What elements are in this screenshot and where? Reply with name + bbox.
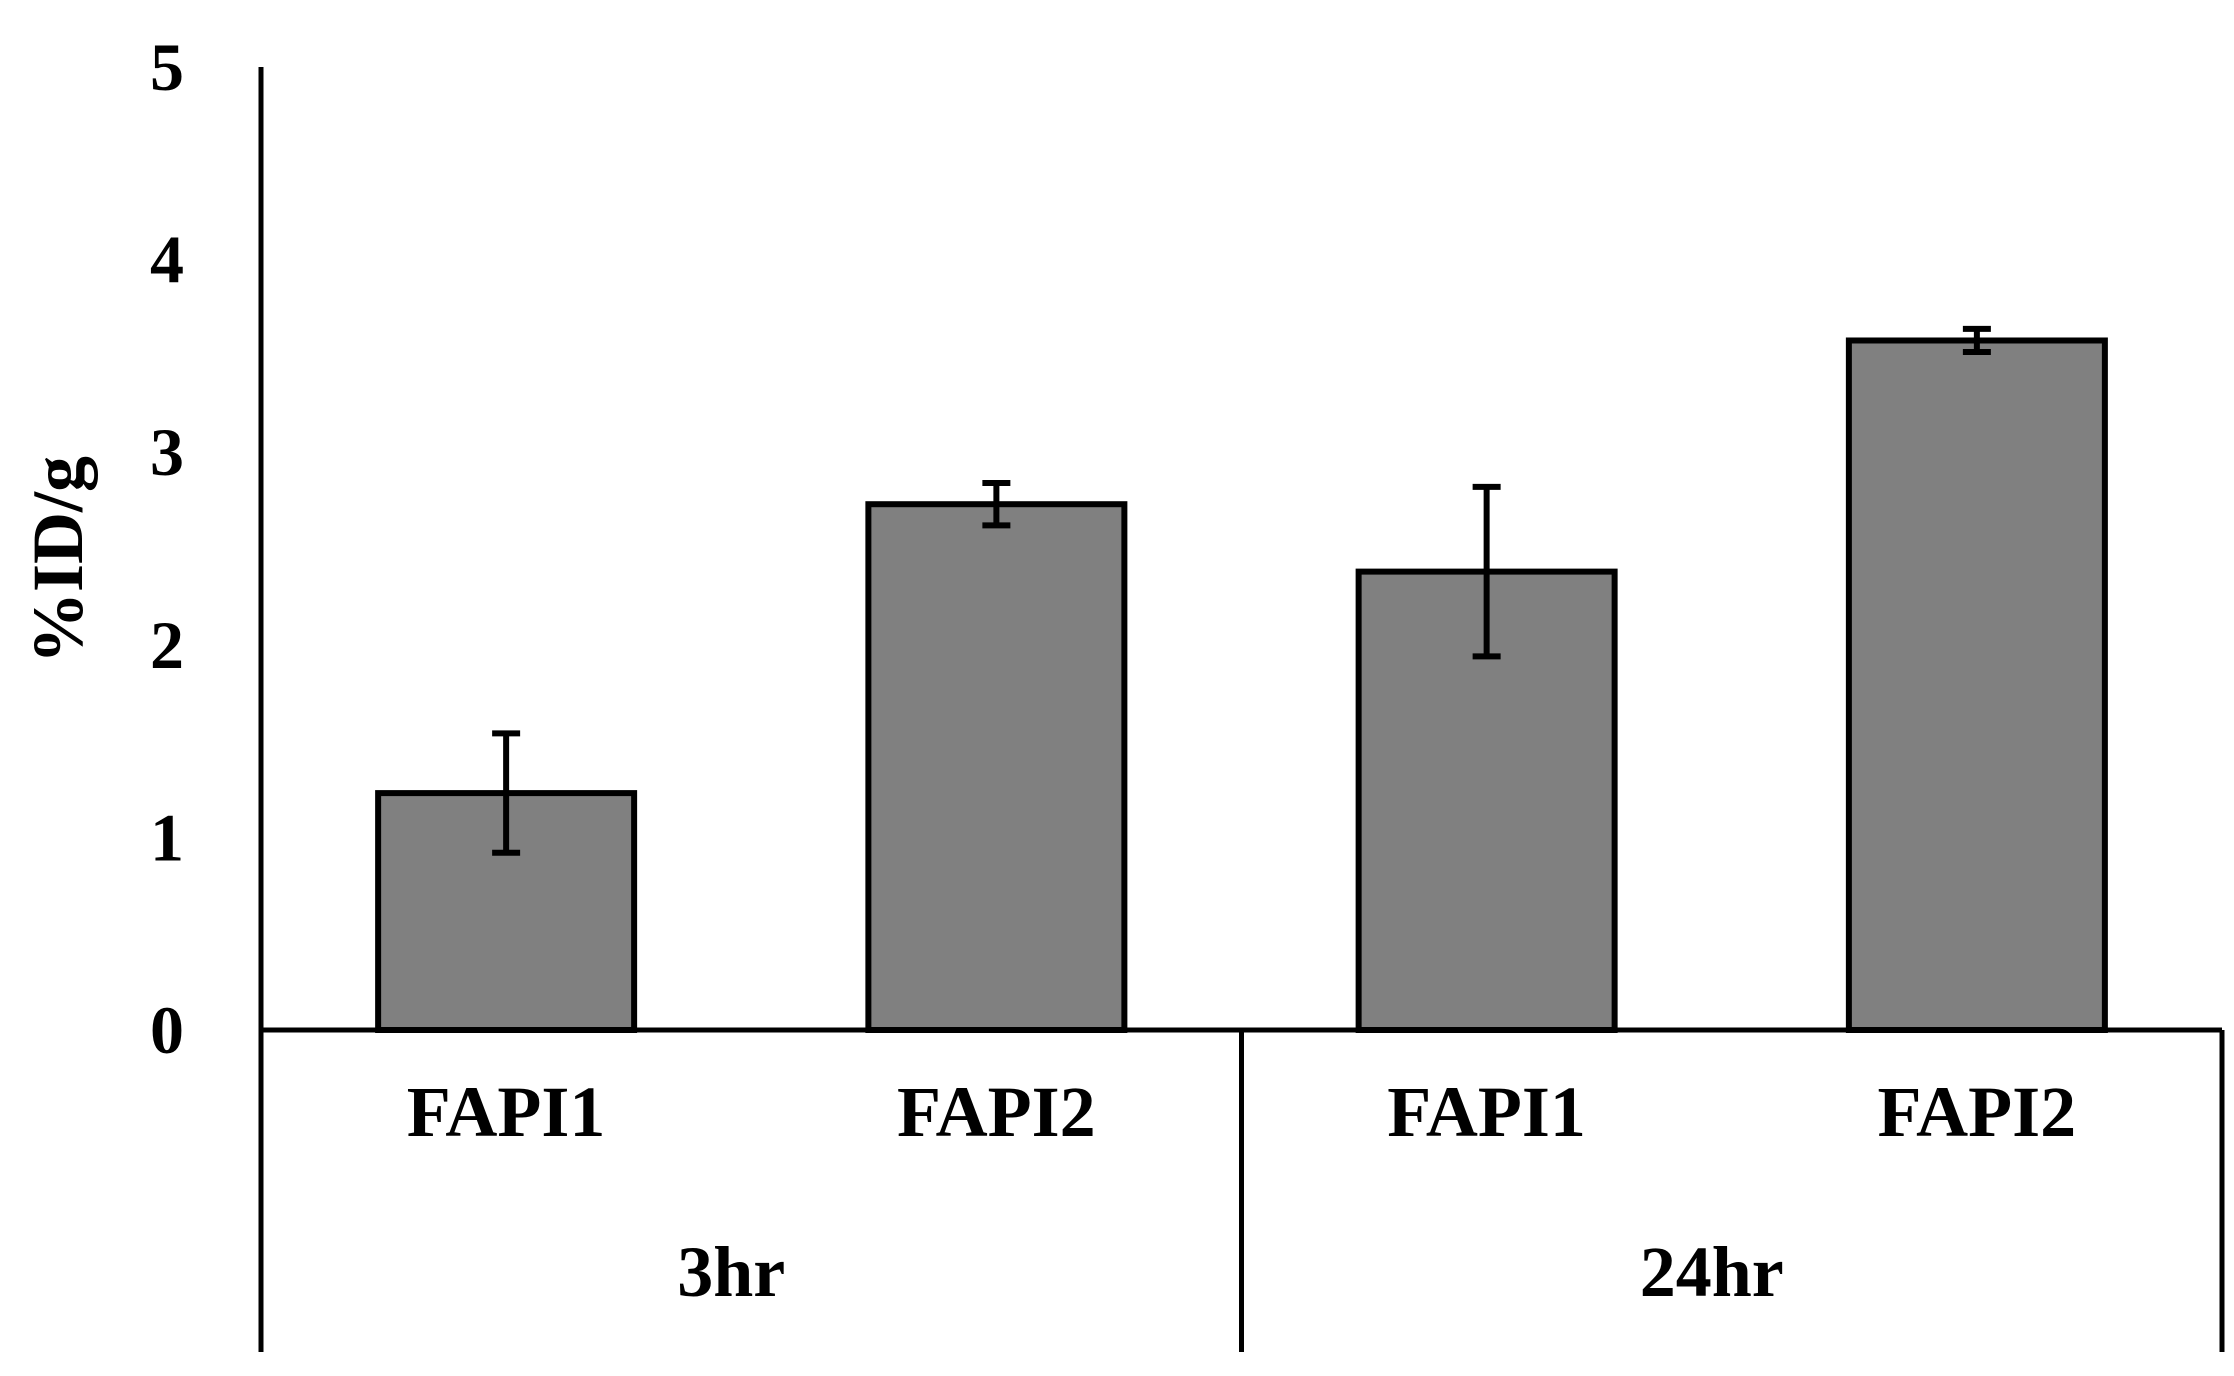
- category-label: FAPI2: [1878, 1072, 2077, 1152]
- y-tick-label: 2: [150, 607, 184, 683]
- y-tick-label: 0: [150, 992, 184, 1068]
- y-tick-label: 1: [150, 799, 184, 875]
- bar: [1845, 337, 2108, 1033]
- y-tick-label: 5: [150, 29, 184, 105]
- group-label: 3hr: [677, 1232, 785, 1312]
- category-label: FAPI2: [897, 1072, 1096, 1152]
- group-label: 24hr: [1640, 1232, 1784, 1312]
- category-label: FAPI1: [407, 1072, 606, 1152]
- bar: [865, 501, 1128, 1033]
- category-label: FAPI1: [1387, 1072, 1586, 1152]
- y-axis-title: %ID/g: [18, 456, 98, 664]
- y-tick-label: 4: [150, 222, 184, 298]
- y-tick-label: 3: [150, 414, 184, 490]
